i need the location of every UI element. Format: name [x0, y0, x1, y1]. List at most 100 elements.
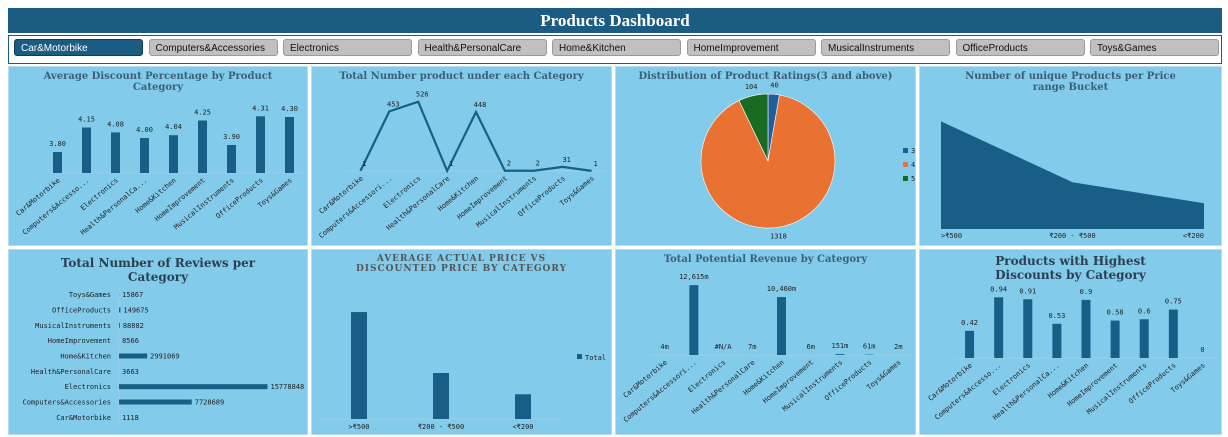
legend-swatch — [903, 162, 908, 167]
chart-panel: 4m Car&Motorbike 12,615m Computers&Accessor… — [615, 249, 916, 435]
data-label: 4.31 — [252, 104, 269, 112]
y-tick-label: HomeImprovement — [48, 337, 111, 345]
chart-panel: 1118 Car&Motorbike 7728689 Computers&Access… — [8, 249, 308, 435]
data-label: 0.75 — [1165, 298, 1182, 306]
bar — [227, 145, 236, 173]
data-label: 0.53 — [1048, 312, 1065, 320]
data-label: 7m — [748, 343, 756, 351]
data-label: 2m — [894, 343, 902, 351]
slicer-button[interactable]: Car&Motorbike — [14, 39, 143, 56]
chart-title: Products with Highest Discounts by Categ… — [995, 254, 1146, 282]
chart: 1118 Car&Motorbike 7728689 Computers&Access… — [22, 287, 305, 425]
bar — [965, 330, 975, 358]
data-label: 1 — [593, 160, 597, 168]
bar — [689, 285, 699, 355]
bar — [256, 116, 265, 173]
y-tick-label: Electronics — [65, 383, 111, 391]
legend-swatch — [577, 354, 582, 359]
pie-slice — [738, 93, 769, 162]
y-tick-label: Car&Motorbike — [56, 414, 111, 422]
slicer-button[interactable]: Computers&Accessories — [148, 39, 278, 56]
slicer-button[interactable]: OfficeProducts — [955, 39, 1085, 56]
chart: 1Car&Motorbike453Computers&Accessori...5… — [317, 91, 606, 240]
x-tick-label: HomeImprovement — [456, 174, 510, 221]
data-label: 40 — [770, 81, 778, 89]
bar — [351, 312, 367, 419]
data-label: 15778848 — [271, 383, 305, 391]
category-slicer: Car&Motorbike Computers&Accessories Electr… — [8, 35, 1222, 64]
bar — [1168, 309, 1178, 358]
bar — [198, 120, 207, 173]
legend-swatch — [903, 176, 908, 181]
y-tick-label: OfficeProducts — [52, 307, 111, 315]
slicer-button[interactable]: HomeImprovement — [686, 39, 816, 56]
y-tick-label: Toys&Games — [69, 291, 111, 299]
chart-title: Distribution of Product Ratings(3 and ab… — [638, 71, 893, 82]
data-label: 0 — [1200, 346, 1204, 354]
bar — [119, 353, 148, 359]
pie-slice — [700, 94, 836, 229]
data-label: 0.91 — [1019, 287, 1036, 295]
chart-panel: >₹500 ₹200 - ₹500 <₹200 Total AVERAGE ACTUAL… — [311, 249, 612, 435]
bar — [169, 135, 178, 173]
x-tick-label: HomeImprovement — [1066, 361, 1120, 408]
data-label: 0.42 — [961, 319, 978, 327]
slicer-button[interactable]: Toys&Games — [1090, 39, 1219, 56]
legend-label: Total — [585, 354, 606, 362]
data-label: 0.6 — [1138, 307, 1151, 315]
dashboard-title: Products Dashboard — [8, 8, 1222, 33]
y-tick-label: Health&PersonalCare — [31, 368, 111, 376]
data-label: 0.58 — [1107, 309, 1124, 317]
bar — [835, 354, 845, 355]
chart: 3.80Car&Motorbike4.15Computers&Accesso..… — [15, 104, 304, 237]
bar — [82, 127, 91, 173]
chart-panel: 3.80 Car&Motorbike 4.15 Computers&Accesso..… — [8, 66, 308, 246]
legend-label: 5 — [911, 175, 915, 183]
chart: >₹500 ₹200 - ₹500 <₹200 — [941, 121, 1204, 240]
x-tick-label: >₹500 — [941, 232, 962, 240]
data-label: 0.9 — [1080, 288, 1093, 296]
data-label: 0.94 — [990, 285, 1007, 293]
bar — [1023, 299, 1033, 358]
bar — [515, 394, 531, 419]
data-label: 4.30 — [281, 105, 298, 113]
bar — [119, 399, 192, 405]
slicer-button[interactable]: Electronics — [283, 39, 412, 56]
data-label: 1 — [362, 160, 366, 168]
slicer-button[interactable]: Health&PersonalCare — [417, 39, 547, 56]
bar — [119, 384, 268, 390]
data-label: 7728689 — [195, 399, 225, 407]
chart-panel: 40 3 1318 4 104 5 Distribution of Product Rati… — [615, 66, 916, 246]
data-label: 1118 — [122, 414, 139, 422]
data-label: 2991069 — [150, 353, 180, 361]
x-tick-label: ₹200 - ₹500 — [1049, 232, 1095, 240]
data-label: 2 — [536, 160, 540, 168]
chart-panel: 1 Car&Motorbike 453 Computers&Accessori... 5… — [311, 66, 612, 246]
data-label: 151m — [832, 342, 849, 350]
data-label: 3.90 — [223, 133, 240, 141]
slicer-button[interactable]: MusicalInstruments — [821, 39, 950, 56]
area — [941, 121, 1204, 229]
bar — [433, 373, 449, 419]
y-tick-label: Home&Kitchen — [60, 353, 111, 361]
data-label: 4m — [660, 343, 668, 351]
legend-label: 4 — [911, 161, 915, 169]
y-tick-label: MusicalInstruments — [35, 322, 111, 330]
legend-swatch — [903, 148, 908, 153]
data-label: 12,615m — [679, 273, 709, 281]
data-label: 3663 — [122, 368, 139, 376]
bar — [119, 307, 121, 313]
chart-panel: 0.42 Car&Motorbike 0.94 Computers&Accesso..… — [919, 249, 1222, 435]
bar — [140, 138, 149, 173]
data-label: 526 — [416, 91, 429, 99]
x-tick-label: <₹200 — [1183, 232, 1204, 240]
x-tick-label: HomeImprovement — [153, 176, 207, 223]
chart-title: Average Discount Percentage by Product C… — [43, 71, 273, 93]
chart: >₹500 ₹200 - ₹500 <₹200 Total — [318, 312, 606, 431]
x-tick-label: ₹200 - ₹500 — [418, 423, 464, 431]
chart: 0.42Car&Motorbike0.94Computers&Accesso..… — [927, 285, 1217, 422]
bar — [1081, 299, 1091, 358]
slicer-button[interactable]: Home&Kitchen — [552, 39, 681, 56]
bar — [285, 117, 294, 173]
